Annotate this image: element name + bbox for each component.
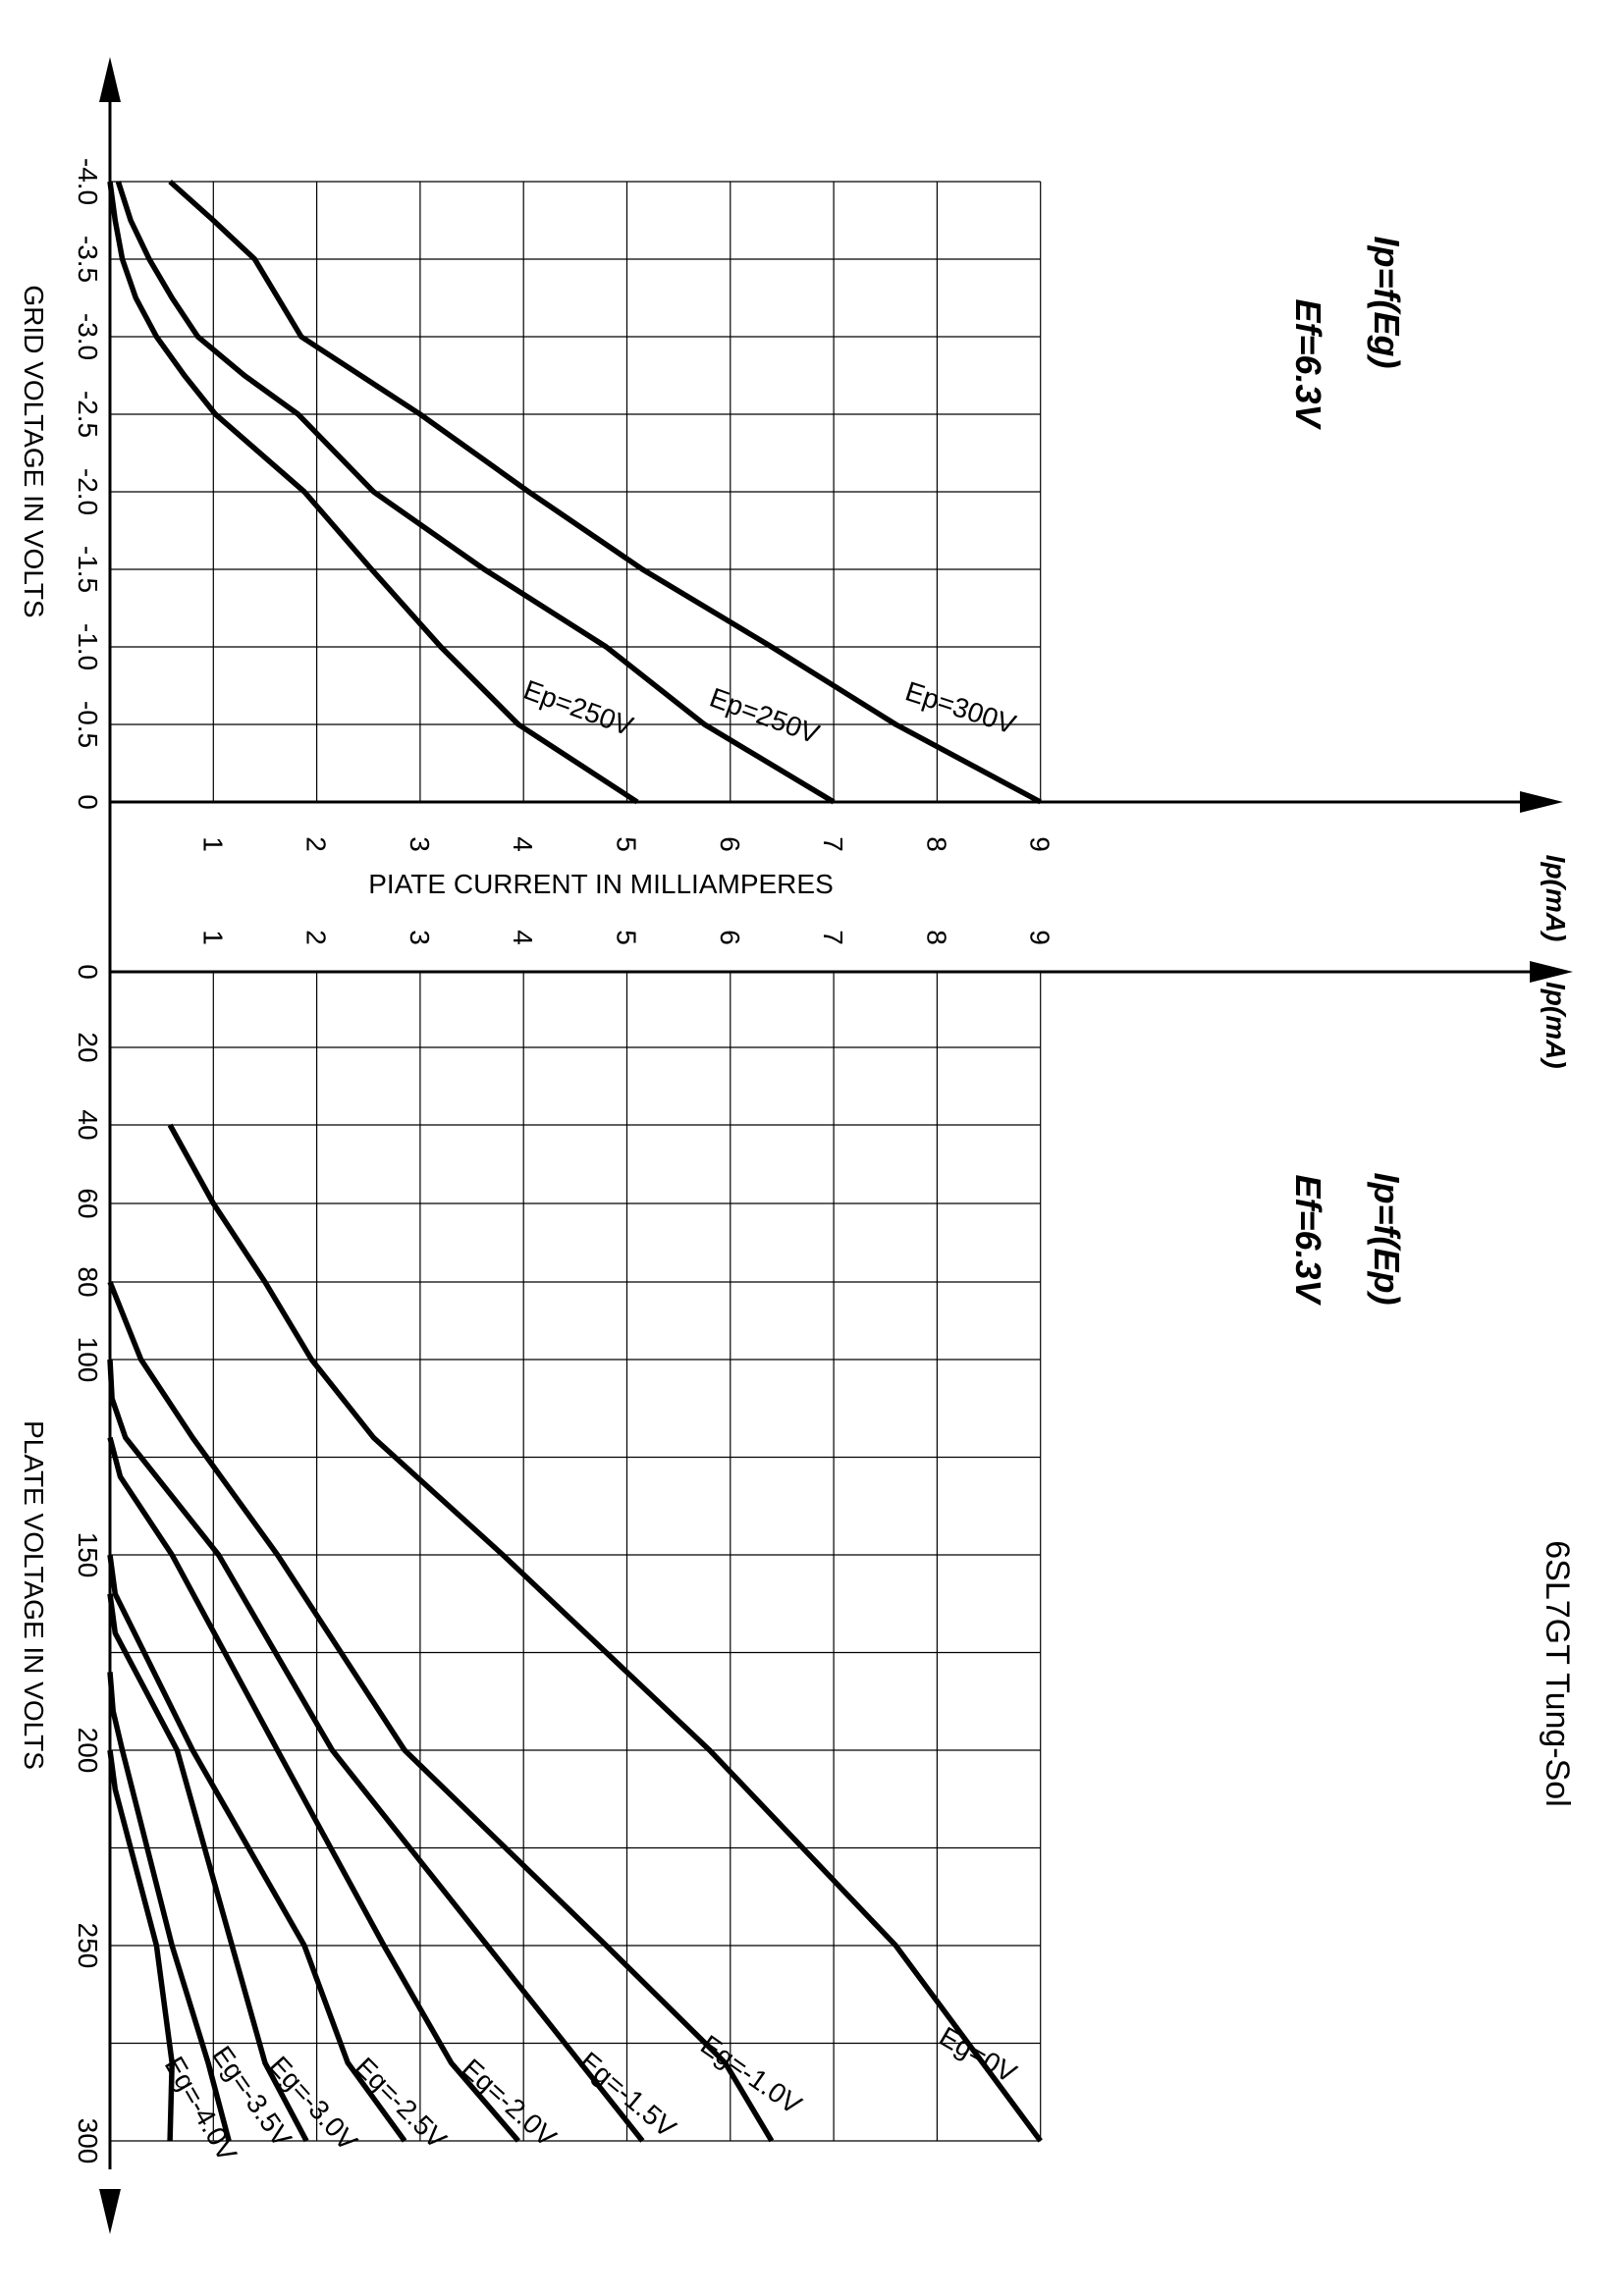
chart2-y-tick-label: 4 — [508, 930, 538, 945]
chart2-curve-eg-1-0v — [107, 1280, 775, 2143]
chart1-y-tick-label: 9 — [1025, 836, 1056, 852]
chart2-y-tick-label: 2 — [301, 930, 332, 945]
chart1-y-tick-label: 5 — [612, 836, 642, 852]
chart2-curves — [107, 1123, 1043, 2143]
main-axis-arrow-bottom-icon — [99, 2189, 121, 2234]
chart1-subtitle: Ef=6.3V — [1288, 298, 1328, 430]
chart2-series-label-eg-1-5v: Eg=-1.5V — [573, 2046, 681, 2143]
chart1-curve-ep-250v — [107, 181, 639, 805]
chart2-y-tick-label: 6 — [715, 930, 745, 945]
chart1-curves — [107, 179, 1042, 805]
chart1-y-tick-label: 4 — [508, 836, 538, 852]
chart2-grid — [110, 970, 1546, 2142]
chart1-y-tick-label: 6 — [715, 836, 745, 852]
chart2-y-tick-label: 9 — [1025, 930, 1056, 945]
chart2-series-labels: Eg=0VEg=-1.0VEg=-1.5VEg=-2.0VEg=-2.5VEg=… — [159, 2021, 1022, 2167]
chart1-current-axis-arrow-icon — [1520, 791, 1563, 813]
chart2-x-tick-label: 60 — [73, 1188, 103, 1218]
chart1-x-tick-label: -4.0 — [73, 158, 103, 205]
chart2-x-tick-label: 250 — [73, 1923, 103, 1969]
chart1-curve-ep-300v — [168, 179, 1042, 805]
chart2-x-axis-title: PLATE VOLTAGE IN VOLTS — [19, 1420, 49, 1770]
chart1-x-tick-label: 0 — [73, 794, 103, 810]
chart2-y-axis-unit: Ip(mA) — [1541, 982, 1571, 1069]
chart1-series-labels: Ep=250V Ep=250V Ep=300V — [519, 674, 1019, 750]
chart2-subtitle: Ef=6.3V — [1288, 1174, 1328, 1306]
chart2-y-tick-label: 8 — [921, 930, 951, 945]
chart2-x-tick-label: 300 — [73, 2118, 103, 2164]
chart2-curve-eg-0v — [167, 1123, 1043, 2143]
chart2-title: Ip=f(Ep) — [1367, 1173, 1407, 1306]
chart1-x-tick-label: -3.0 — [73, 313, 103, 360]
chart2-current-axis-arrow-icon — [1530, 961, 1573, 983]
chart1-y-tick-label: 7 — [818, 836, 848, 852]
chart1-series-label-ep-250v: Ep=250V — [706, 682, 824, 750]
main-axis-arrow-top-icon — [99, 57, 121, 102]
chart1-x-tick-label: -1.5 — [73, 546, 103, 593]
chart1-y-axis-unit: Ip(mA) — [1541, 855, 1571, 942]
chart2-curve-eg-1-5v — [107, 1359, 645, 2143]
chart2-y-tick-label: 1 — [197, 930, 228, 945]
chart1-y-tick-label: 1 — [197, 836, 228, 852]
chart2-y-tick-label: 7 — [818, 930, 848, 945]
chart2-x-tick-label: 150 — [73, 1532, 103, 1578]
chart1-curve-ep-250v — [115, 181, 836, 805]
chart1-y-tick-label: 3 — [405, 836, 435, 852]
chart2-x-tick-label: 80 — [73, 1266, 103, 1297]
chart2-series-label-eg-0v: Eg=0V — [935, 2021, 1022, 2089]
sheet-title: 6SL7GT Tung-Sol — [1539, 1540, 1576, 1807]
chart2-x-tick-label: 20 — [73, 1032, 103, 1062]
chart1-y-axis-title: PIATE CURRENT IN MILLIAMPERES — [368, 869, 834, 899]
chart2-x-tick-label: 100 — [73, 1337, 103, 1383]
chart2-y-tick-label: 5 — [612, 930, 642, 945]
main-axis — [99, 57, 121, 2234]
chart1-title: Ip=f(Eg) — [1367, 237, 1407, 369]
chart1-x-tick-label: -2.0 — [73, 468, 103, 515]
chart1-x-tick-label: -1.0 — [73, 623, 103, 670]
chart2-curve-eg-3-0v — [107, 1593, 309, 2143]
chart2-x-tick-label: 200 — [73, 1728, 103, 1774]
chart2-ticks: 0 20 40 60 80 100 150 200 250 300 1 2 3 4 5 6 7 8 9 — [73, 930, 1056, 2163]
chart2-curve-eg-4-0v — [107, 1749, 175, 2142]
chart1-y-tick-label: 8 — [921, 836, 951, 852]
chart1-ticks: -4.0 -3.5 -3.0 -2.5 -2.0 -1.5 -1.0 -0.5 0 1 2 3 4 5 6 7… — [73, 158, 1056, 852]
chart2-curve-eg-2-5v — [107, 1554, 407, 2143]
chart1-series-label-ep-250v: Ep=250V — [519, 674, 637, 742]
chart1-x-axis-title: GRID VOLTAGE IN VOLTS — [19, 285, 49, 617]
chart1-grid — [110, 181, 1042, 803]
chart1-y-tick-label: 2 — [301, 836, 332, 852]
chart2-x-tick-label: 0 — [73, 964, 103, 980]
chart-ip-vs-eg: -4.0 -3.5 -3.0 -2.5 -2.0 -1.5 -1.0 -0.5 0 1 2 3 4 5 6 7… — [19, 158, 1571, 941]
chart2-x-tick-label: 40 — [73, 1109, 103, 1140]
chart2-curve-eg-3-5v — [107, 1672, 232, 2142]
chart1-x-tick-label: -3.5 — [73, 236, 103, 283]
chart2-curve-eg-2-0v — [107, 1436, 520, 2143]
chart1-series-label-ep-300v: Ep=300V — [901, 675, 1019, 739]
chart2-y-tick-label: 3 — [405, 930, 435, 945]
chart1-x-tick-label: -0.5 — [73, 701, 103, 748]
chart1-x-tick-label: -2.5 — [73, 391, 103, 438]
chart2-series-label-eg-2-0v: Eg=-2.0V — [456, 2053, 562, 2153]
